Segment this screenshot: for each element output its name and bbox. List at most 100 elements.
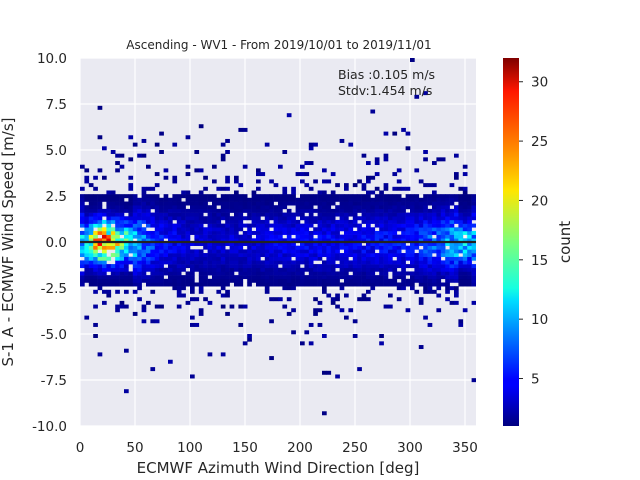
- heatmap-cell-9: [80, 242, 85, 246]
- heatmap-cell-136: [102, 289, 107, 294]
- heatmap-cell-514: [163, 282, 169, 287]
- x-axis-ticks: 0 50 100 150 200 250 300 350: [76, 440, 478, 456]
- heatmap-cell-1670: [352, 282, 358, 287]
- heatmap-cell-388: [141, 238, 147, 243]
- heatmap-cell-385: [141, 249, 147, 254]
- heatmap-cell-2178: [432, 212, 437, 217]
- heatmap-cell-234: [115, 194, 120, 199]
- heatmap-cell-1883: [383, 205, 389, 210]
- colorbar-tick-label-0: 5: [531, 372, 540, 388]
- heatmap-cell-710: [194, 249, 200, 254]
- heatmap-cell-822: [212, 230, 217, 235]
- heatmap-cell-240: [119, 282, 125, 287]
- heatmap-cell-402: [141, 153, 147, 158]
- heatmap-cell-427: [146, 194, 151, 199]
- heatmap-cell-2371: [462, 201, 468, 206]
- y-tick-label-8: -10.0: [32, 419, 67, 435]
- heatmap-cell-223: [115, 234, 120, 239]
- heatmap-cell-1831: [374, 161, 380, 166]
- heatmap-cell-1798: [370, 216, 376, 221]
- heatmap-cell-355: [137, 260, 142, 265]
- heatmap-cell-510: [159, 201, 164, 206]
- heatmap-cell-485: [154, 172, 160, 177]
- heatmap-cell-1470: [317, 208, 323, 213]
- heatmap-cell-1982: [401, 242, 406, 246]
- heatmap-cell-420: [146, 219, 151, 224]
- heatmap-cell-422: [146, 212, 151, 217]
- heatmap-cell-280: [124, 245, 129, 250]
- heatmap-cell-370: [137, 205, 142, 210]
- heatmap-cell-1184: [273, 278, 279, 283]
- heatmap-cell-1805: [370, 175, 376, 180]
- heatmap-cell-1449: [317, 308, 323, 313]
- heatmap-cell-2061: [414, 227, 420, 232]
- heatmap-cell-1499: [322, 212, 327, 217]
- heatmap-cell-475: [154, 223, 160, 228]
- heatmap-cell-751: [198, 205, 204, 210]
- heatmap-cell-558: [168, 212, 173, 217]
- heatmap-cell-2193: [436, 271, 442, 276]
- heatmap-cell-462: [154, 271, 160, 276]
- heatmap-cell-1017: [242, 223, 248, 228]
- heatmap-cell-907: [225, 234, 230, 239]
- heatmap-cell-532: [163, 205, 169, 210]
- heatmap-cell-117: [97, 253, 103, 258]
- heatmap-cell-1237: [282, 278, 288, 283]
- y-tick-label-0: 10.0: [37, 51, 67, 67]
- heatmap-cell-1064: [251, 223, 257, 228]
- heatmap-cell-1001: [238, 183, 244, 188]
- heatmap-cell-1092: [256, 216, 261, 221]
- heatmap-cell-1427: [313, 278, 318, 283]
- heatmap-cell-1158: [269, 282, 274, 287]
- heatmap-cell-2155: [427, 208, 433, 213]
- heatmap-cell-1731: [361, 253, 367, 258]
- heatmap-cell-1728: [361, 264, 367, 269]
- heatmap-cell-769: [203, 242, 208, 246]
- heatmap-cell-1568: [335, 282, 340, 287]
- heatmap-cell-1322: [295, 260, 301, 265]
- heatmap-cell-1386: [304, 205, 310, 210]
- heatmap-cell-1572: [335, 264, 340, 269]
- heatmap-cell-202: [110, 201, 116, 206]
- heatmap-cell-2316: [454, 205, 459, 210]
- heatmap-cell-1028: [247, 282, 252, 287]
- heatmap-cell-86: [93, 264, 98, 269]
- heatmap-cell-2244: [445, 278, 450, 283]
- heatmap-cell-312: [128, 201, 134, 206]
- heatmap-cell-1222: [278, 230, 283, 235]
- heatmap-cell-966: [234, 212, 239, 217]
- heatmap-cell-71: [88, 208, 94, 213]
- heatmap-cell-1159: [269, 278, 274, 283]
- heatmap-cell-11: [80, 234, 85, 239]
- heatmap-cell-673: [185, 135, 191, 140]
- heatmap-cell-2057: [414, 242, 420, 246]
- heatmap-cell-2038: [410, 219, 415, 224]
- heatmap-cell-143: [102, 260, 107, 265]
- heatmap-cell-1758: [366, 256, 371, 261]
- heatmap-cell-856: [216, 208, 222, 213]
- heatmap-cell-1895: [388, 278, 393, 283]
- heatmap-cell-1042: [247, 230, 252, 235]
- heatmap-cell-623: [181, 278, 186, 283]
- heatmap-cell-1454: [317, 271, 323, 276]
- heatmap-cell-1192: [273, 249, 279, 254]
- heatmap-cell-1508: [326, 370, 332, 375]
- heatmap-cell-1851: [379, 223, 384, 228]
- heatmap-cell-813: [212, 264, 217, 269]
- heatmap-cell-365: [137, 223, 142, 228]
- heatmap-cell-1612: [339, 197, 345, 202]
- heatmap-cell-150: [102, 234, 107, 239]
- heatmap-cell-709: [194, 253, 200, 258]
- heatmap-cell-2186: [432, 161, 437, 166]
- heatmap-cell-1504: [322, 194, 327, 199]
- heatmap-cell-1783: [370, 275, 376, 280]
- heatmap-cell-1167: [269, 249, 274, 254]
- heatmap-cell-969: [234, 201, 239, 206]
- heatmap-cell-740: [198, 249, 204, 254]
- heatmap-cell-437: [150, 267, 156, 272]
- heatmap-cell-197: [110, 219, 116, 224]
- heatmap-cell-635: [181, 230, 186, 235]
- heatmap-cell-1881: [383, 212, 389, 217]
- heatmap-cell-760: [203, 278, 208, 283]
- heatmap-cell-1510: [326, 282, 332, 287]
